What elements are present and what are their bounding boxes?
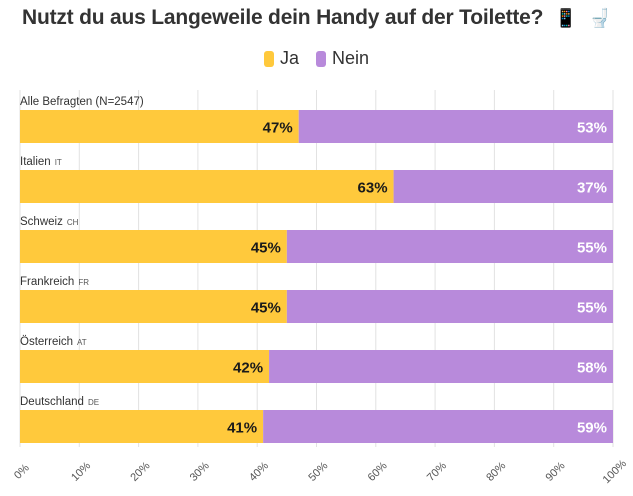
bar-ja: [20, 230, 287, 263]
bar-nein: [286, 230, 613, 263]
chart-title: Nutzt du aus Langeweile dein Handy auf d…: [0, 6, 633, 30]
x-tick-label: 60%: [366, 460, 390, 484]
data-label-ja: 42%: [233, 360, 263, 377]
toilet-icon: 🚽: [588, 8, 611, 29]
data-label-ja: 45%: [251, 300, 281, 317]
chart-title-text: Nutzt du aus Langeweile dein Handy auf d…: [22, 6, 544, 29]
x-tick-label: 50%: [306, 460, 330, 484]
country-code-label: CH: [67, 218, 79, 227]
chart-legend: Ja Nein: [0, 48, 633, 72]
data-label-nein: 58%: [577, 360, 607, 377]
bar-ja: [20, 350, 270, 383]
data-label-nein: 55%: [577, 240, 607, 257]
legend-swatch-ja: [263, 50, 274, 67]
data-label-ja: 41%: [227, 420, 257, 437]
data-label-ja: 47%: [263, 120, 293, 137]
x-tick-label: 90%: [544, 460, 568, 484]
x-tick-label: 100%: [601, 458, 630, 487]
phone-icon: 📱: [554, 8, 578, 29]
bar-nein: [286, 290, 613, 323]
legend-label-ja: Ja: [279, 48, 299, 68]
category-label: Deutschland DE: [20, 396, 99, 408]
country-code-label: FR: [78, 278, 89, 287]
country-code-label: AT: [77, 338, 87, 347]
legend-item-ja[interactable]: Ja: [263, 48, 299, 69]
data-label-nein: 59%: [577, 420, 607, 437]
bar-nein: [269, 350, 613, 383]
category-label: Frankreich FR: [20, 276, 89, 288]
legend-label-nein: Nein: [332, 48, 370, 68]
x-tick-label: 0%: [12, 462, 32, 482]
x-tick-label: 40%: [247, 460, 271, 484]
data-label-ja: 63%: [358, 180, 388, 197]
data-label-nein: 53%: [577, 120, 607, 137]
country-code-label: IT: [55, 158, 62, 167]
bar-nein: [393, 170, 613, 203]
data-label-nein: 55%: [577, 300, 607, 317]
country-code-label: DE: [88, 398, 99, 407]
category-label: Alle Befragten (N=2547): [20, 96, 144, 108]
x-tick-label: 80%: [484, 460, 508, 484]
bar-ja: [20, 410, 264, 443]
bar-ja: [20, 290, 287, 323]
x-tick-label: 70%: [425, 460, 449, 484]
data-label-ja: 45%: [251, 240, 281, 257]
data-label-nein: 37%: [577, 180, 607, 197]
legend-item-nein[interactable]: Nein: [316, 48, 369, 69]
x-tick-label: 20%: [128, 460, 152, 484]
category-label: Italien IT: [20, 156, 62, 168]
bar-nein: [298, 110, 613, 143]
x-tick-label: 10%: [69, 460, 93, 484]
category-label: Österreich AT: [20, 336, 87, 348]
bar-ja: [20, 170, 394, 203]
legend-swatch-nein: [316, 50, 326, 67]
bar-nein: [263, 410, 613, 443]
category-label: Schweiz CH: [20, 216, 79, 228]
bar-ja: [20, 110, 299, 143]
x-tick-label: 30%: [188, 460, 212, 484]
